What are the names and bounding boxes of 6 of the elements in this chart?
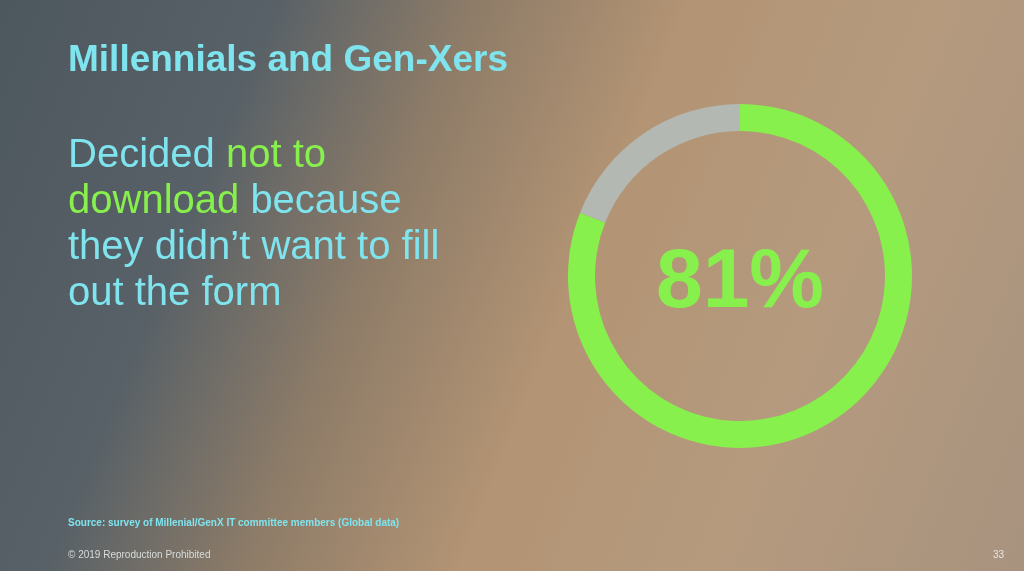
- source-note: Source: survey of Millenial/GenX IT committee members (Global data): [68, 517, 400, 528]
- text: Decided not to download because they didn’t want to fill out the form: [68, 131, 440, 313]
- text: 33: [992, 549, 1004, 560]
- text: 81%: [655, 231, 825, 325]
- chart-title: Millennials and Gen-Xers: [68, 38, 509, 80]
- text: © 2019 Reproduction Prohibited: [68, 549, 211, 560]
